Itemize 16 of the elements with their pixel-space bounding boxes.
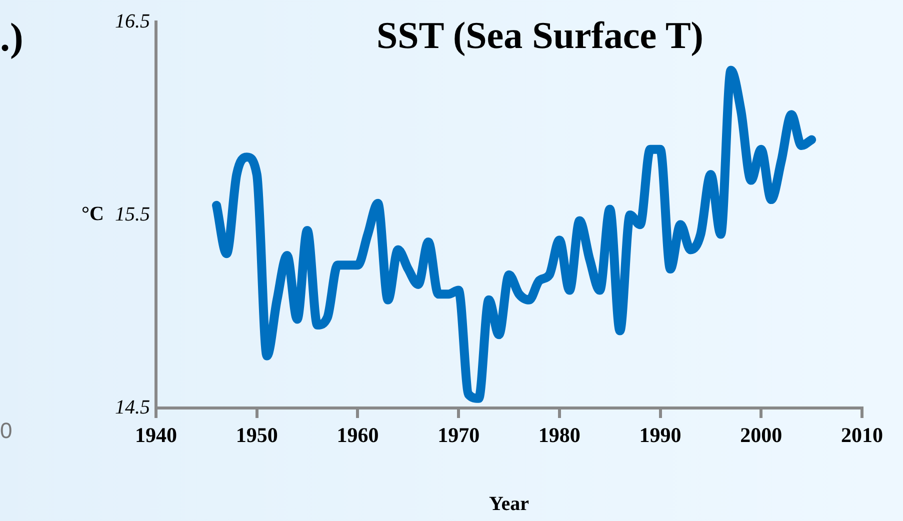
x-tick-label: 1960 — [336, 423, 379, 448]
x-tick-label: 2010 — [841, 423, 883, 448]
x-tick-label: 1940 — [135, 423, 177, 448]
y-tick-label: 15.5 — [115, 203, 150, 226]
x-tick-label: 1970 — [438, 423, 480, 448]
y-axis-title: °C — [82, 203, 104, 226]
text: .) — [0, 14, 24, 60]
y-tick-label: 14.5 — [115, 396, 150, 418]
text: 0 — [0, 418, 12, 444]
x-tick-label: 2000 — [740, 423, 782, 448]
x-tick-label: 1950 — [236, 423, 278, 448]
x-axis-title: Year — [489, 493, 530, 516]
x-tick-label: 1980 — [538, 423, 580, 448]
y-tick-label: 16.5 — [115, 10, 150, 32]
x-tick-label: 1990 — [639, 423, 682, 448]
chart-title: SST (Sea Surface T) — [376, 14, 704, 57]
